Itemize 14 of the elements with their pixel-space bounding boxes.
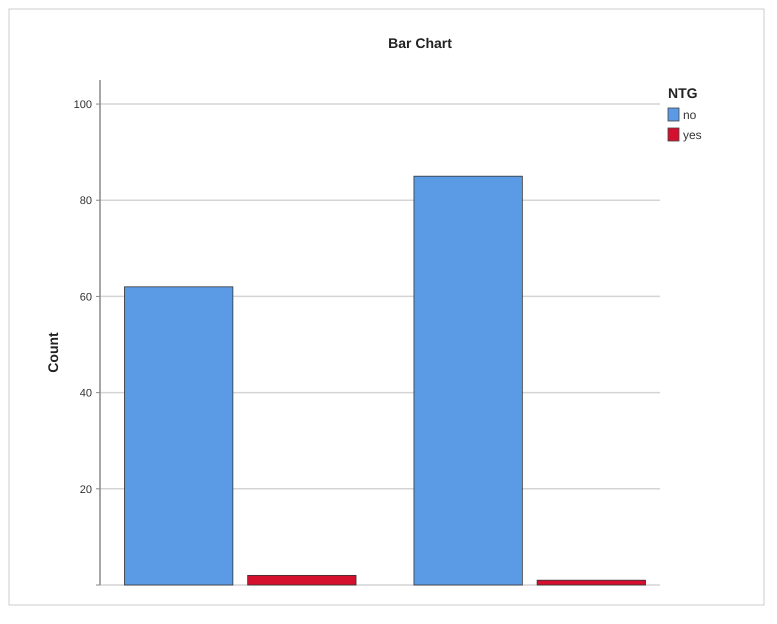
chart-title: Bar Chart	[388, 35, 452, 51]
legend-title: NTG	[668, 85, 698, 101]
y-axis-title: Count	[45, 332, 61, 373]
bar	[124, 286, 234, 586]
legend-label: yes	[683, 128, 702, 142]
y-tick-label: 20	[80, 484, 92, 496]
bar	[247, 574, 356, 586]
y-tick-label: 40	[80, 388, 92, 400]
y-tick-label: 80	[80, 195, 92, 208]
y-tick-label: 100	[74, 99, 92, 112]
bar	[536, 580, 646, 586]
legend-label: no	[683, 108, 697, 122]
bar	[414, 176, 523, 586]
y-tick-label: 60	[80, 291, 92, 304]
